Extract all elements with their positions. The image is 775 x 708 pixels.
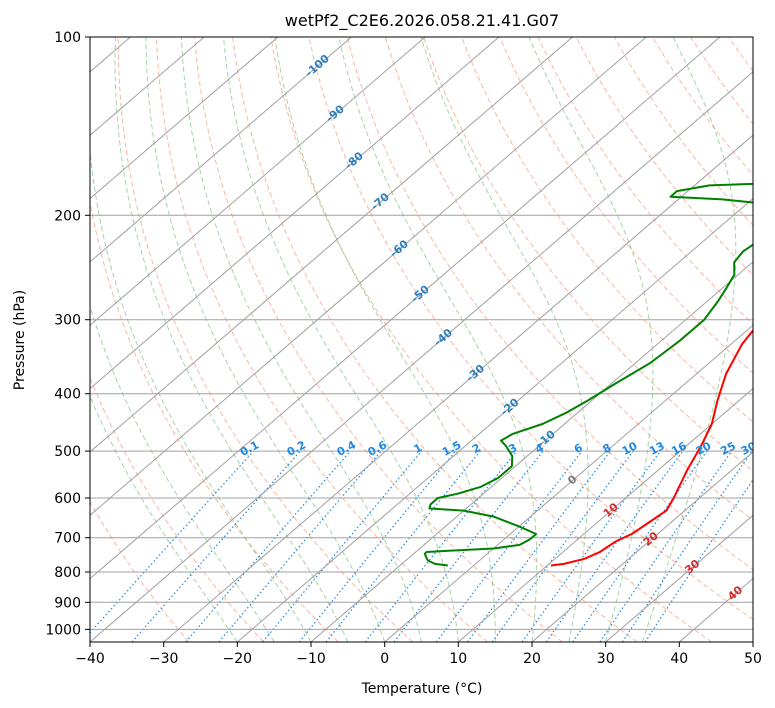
isotherm-17: [605, 514, 753, 642]
y-tick-label: 600: [54, 491, 81, 507]
y-tick-label: 1000: [45, 622, 81, 638]
x-tick-label: 30: [597, 651, 615, 667]
x-tick-label: 40: [670, 651, 688, 667]
mixing-ratio-label: 13: [647, 439, 667, 458]
mixing-ratio-label: 16: [669, 439, 689, 458]
x-tick-label: 20: [523, 651, 541, 667]
mixing-ratio-line-0: [90, 450, 254, 634]
moist-adiabat-9: [420, 37, 589, 642]
dry-adiabat-6: [232, 37, 638, 642]
isotherm-6: [90, 37, 500, 390]
axis-layer: −40 −30 −20 −10 0 10 20 30 40 50 100 200 300 400 500 60…: [45, 30, 762, 667]
isotherm-8: [90, 37, 647, 516]
x-tick-label: 50: [744, 651, 762, 667]
mixing-ratio-line-3: [218, 450, 382, 642]
y-tick-label: 900: [54, 595, 81, 611]
series-line-0: [550, 328, 753, 567]
series-line-1: [423, 182, 753, 567]
isotherm-9: [90, 37, 721, 580]
moist-adiabat-1: [90, 304, 275, 642]
moist-adiabat-6: [223, 37, 459, 642]
x-tick-label: −40: [75, 651, 105, 667]
x-tick-label: 10: [449, 651, 467, 667]
x-tick-label: −20: [223, 651, 253, 667]
y-tick-label: 100: [54, 30, 81, 46]
dry-adiabat-14: [537, 37, 753, 325]
mixing-ratio-line-10: [467, 450, 611, 642]
mixing-ratio-line-4: [262, 450, 423, 642]
moist-adiabat-10: [528, 37, 654, 642]
y-tick-label: 300: [54, 313, 81, 329]
mixing-ratio-line-13: [545, 450, 684, 642]
isotherm-12: [236, 197, 753, 642]
dry-adiabat-2: [90, 198, 339, 642]
dry-adiabat-8: [308, 37, 753, 621]
y-tick-label: 200: [54, 208, 81, 224]
mixing-ratio-label: 30: [739, 439, 759, 458]
isotherm-4: [90, 37, 352, 263]
isotherm-13: [310, 261, 753, 642]
series-layer: [423, 182, 753, 567]
plot-frame: [89, 36, 754, 643]
isotherm-11: [163, 134, 753, 642]
y-tick-label: 700: [54, 531, 81, 547]
dry-adiabat-1: [90, 376, 264, 642]
dry-adiabat-5: [194, 37, 563, 642]
isotherm-16: [531, 451, 753, 642]
chart-title: wetPf2_C2E6.2026.058.21.41.G07: [285, 11, 559, 31]
x-tick-label: −10: [296, 651, 326, 667]
mixing-ratio-line-15: [599, 450, 733, 642]
mixing-ratio-line-16: [621, 450, 753, 642]
grid-layer: [90, 37, 753, 642]
dry-adiabat-4: [155, 37, 488, 642]
y-tick-label: 500: [54, 444, 81, 460]
dry-adiabat-13: [499, 37, 753, 374]
moist-adiabat-7: [274, 37, 496, 642]
mixing-ratio-label: 25: [718, 439, 738, 458]
mixing-ratio-label: 20: [694, 439, 714, 458]
isotherm-15: [457, 387, 753, 642]
y-tick-label: 400: [54, 387, 81, 403]
isotherm-3: [90, 37, 279, 200]
y-tick-label: 800: [54, 565, 81, 581]
moist-adiabat-3: [114, 37, 349, 642]
dry-adiabat-7: [270, 37, 712, 642]
moist-adiabat-0: [90, 395, 238, 642]
moist-adiabat-4: [145, 37, 386, 642]
isotherm-10: [90, 71, 753, 642]
y-axis-label: Pressure (hPa): [12, 290, 28, 390]
dry-adiabat-12: [461, 37, 753, 423]
mixing-ratio-line-14: [572, 450, 708, 642]
mixing-ratio-line-12: [521, 450, 662, 642]
x-tick-label: −30: [149, 651, 179, 667]
moist-adiabat-11: [642, 37, 737, 642]
isotherm-5: [90, 37, 426, 326]
isotherm-7: [90, 37, 573, 453]
isotherm-14: [384, 324, 753, 642]
mixing-ratio-line-9: [435, 450, 583, 642]
moist-adiabat-8: [338, 37, 538, 642]
mixing-ratio-line-6: [325, 450, 481, 642]
x-tick-label: 0: [380, 651, 389, 667]
x-axis-label: Temperature (°C): [361, 681, 483, 697]
moist-adiabat-5: [180, 37, 422, 642]
mixing-ratio-line-5: [298, 450, 456, 642]
mixing-ratio-label: 10: [620, 439, 640, 458]
